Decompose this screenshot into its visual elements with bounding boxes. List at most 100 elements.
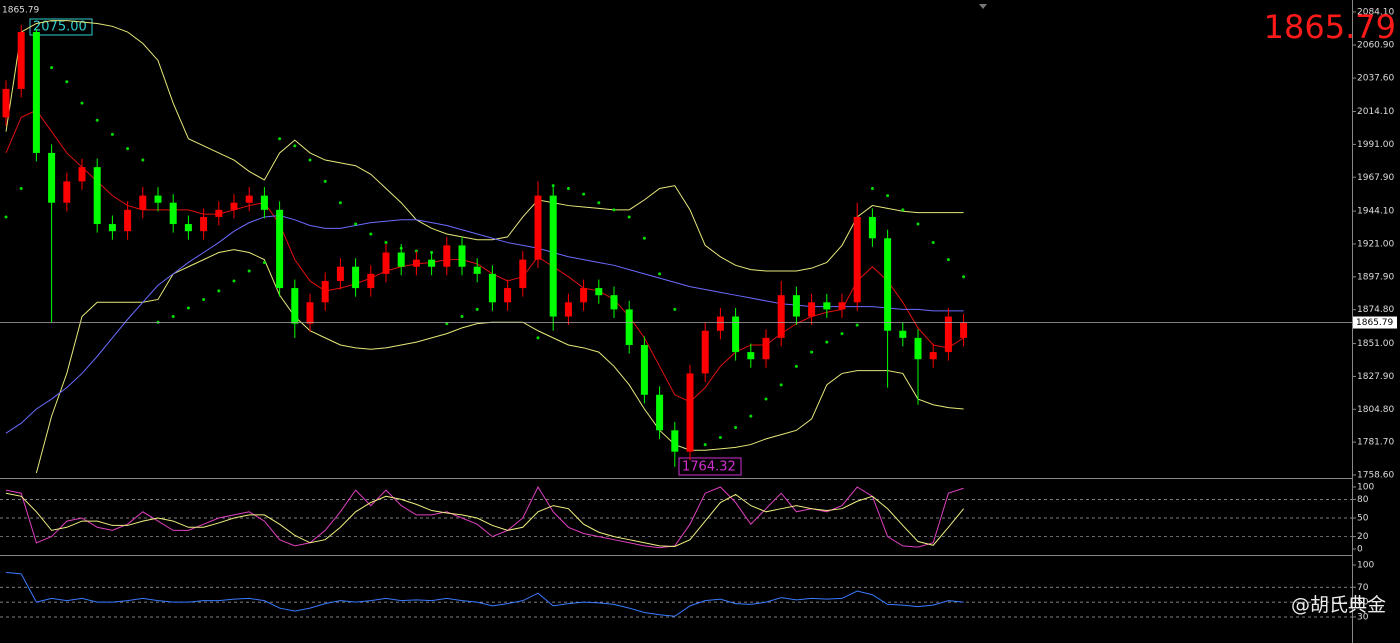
candle-body [245,195,253,203]
sar-dot [171,315,175,319]
candle-body [169,202,177,225]
sar-dot [80,101,84,105]
candle-body [716,316,724,331]
sar-dot [202,297,206,301]
candle-body [230,202,238,210]
candle-body [443,245,451,267]
sar-dot [262,260,266,264]
candle-body [382,252,390,274]
candle-body [336,266,344,281]
candle-body [200,216,208,232]
low-label: 1764.32 [682,460,736,475]
y-tick-label: 100 [1357,483,1374,493]
candle-body [367,273,375,289]
shift-marker [979,4,987,9]
sar-dot [810,350,814,354]
candle-body [458,245,466,267]
candle-body [914,337,922,360]
candle-body [63,181,71,203]
sar-dot [95,118,99,122]
current-price-big: 1865.79 [1263,8,1396,46]
candle-body [276,209,284,289]
indicator-line [5,492,964,547]
candle-body [838,302,846,310]
indicator-line [5,571,964,617]
y-tick-label: 1758.60 [1357,471,1394,481]
candle-body [884,238,892,331]
y-tick-label: 1827.90 [1357,372,1394,382]
candle-body [32,32,40,153]
sar-dot [232,279,236,283]
candle-body [428,259,436,267]
candle-body [549,195,557,317]
candle-body [640,344,648,395]
candle-body [48,152,56,203]
candle-body [960,322,968,338]
candle-body [747,352,755,360]
y-tick-label: 2037.60 [1357,74,1394,84]
candle-body [519,259,527,289]
sar-dot [749,414,753,418]
sar-dot [186,306,190,310]
sar-dot [718,435,722,439]
candle-body [732,316,740,353]
candle-body [625,309,633,345]
sar-dot [65,80,69,84]
sar-dot [962,275,966,279]
sar-dot [278,137,282,141]
sar-dot [460,315,464,319]
candle-body [17,32,25,89]
sar-dot [293,144,297,148]
candle-body [78,167,86,182]
low-label-box [678,457,742,476]
y-tick-label: 2084.10 [1357,7,1394,17]
high-label: 2075.00 [33,20,87,35]
sar-dot [384,241,388,245]
y-tick-label: 1874.80 [1357,305,1394,315]
watermark: @胡氏典金 [1290,594,1386,616]
sar-dot [886,194,890,198]
candle-body [352,266,360,289]
indicator-line [5,485,964,549]
y-tick-label: 1944.10 [1357,207,1394,217]
candle-body [412,259,420,267]
candle-body [124,209,132,232]
candle-body [686,373,694,452]
candle-body [534,195,542,260]
candle-body [564,302,572,317]
candle-body [808,302,816,317]
y-tick-label: 2060.90 [1357,40,1394,50]
indicator-line [5,109,964,403]
candle-body [184,224,192,232]
candle-body [488,273,496,303]
candle-body [792,295,800,317]
candle-body [929,352,937,360]
sar-dot [612,208,616,212]
candle-body [215,209,223,217]
sar-dot [475,307,479,311]
candle-body [610,295,618,310]
sar-dot [141,158,145,162]
y-tick-label: 1804.80 [1357,405,1394,415]
candle-body [868,216,876,239]
sar-dot [673,307,677,311]
candle-body [656,394,664,431]
candle-body [823,302,831,310]
sar-dot [551,184,555,188]
sar-dot [734,425,738,429]
candle-body [139,195,147,210]
indicator-line [35,249,964,474]
sar-dot [794,364,798,368]
y-tick-label: 70 [1357,583,1369,593]
sar-dot [946,258,950,262]
y-tick-label: 1967.90 [1357,173,1394,183]
candle-body [2,88,10,118]
y-tick-label: 1781.70 [1357,438,1394,448]
y-tick-label: 1851.00 [1357,339,1394,349]
y-tick-label: 20 [1357,532,1369,542]
sar-dot [916,222,920,226]
y-tick-label: 1991.00 [1357,140,1394,150]
candle-body [595,288,603,296]
y-tick-label: 0 [1357,544,1363,554]
